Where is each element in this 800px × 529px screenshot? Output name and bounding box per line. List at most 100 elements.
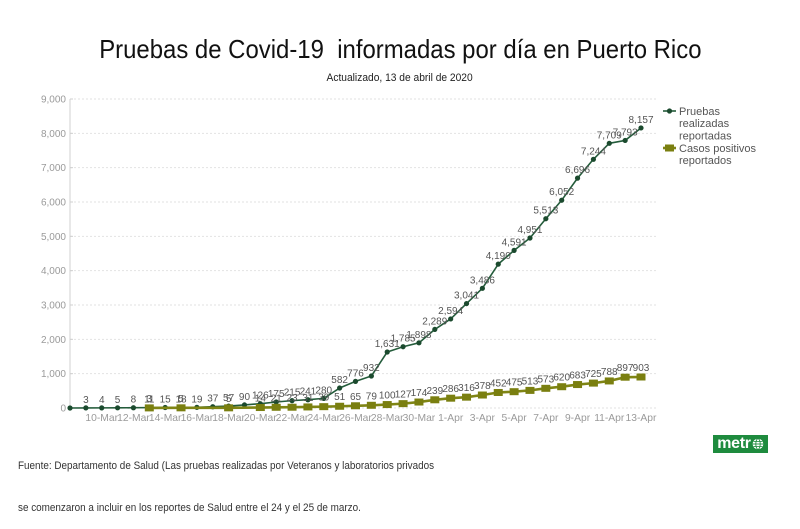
data-label-casos: 239	[426, 386, 443, 397]
data-point-casos	[255, 404, 265, 412]
data-label-casos: 51	[334, 392, 346, 403]
x-tick-label: 9-Apr	[565, 413, 591, 424]
data-point-casos	[335, 402, 345, 410]
globe-icon	[752, 438, 764, 450]
data-point-casos	[287, 403, 297, 411]
data-label-pruebas: 4	[99, 395, 105, 406]
data-point-pruebas	[638, 125, 644, 131]
data-point-pruebas	[241, 402, 248, 408]
data-point-pruebas	[83, 405, 89, 411]
data-label-casos: 316	[458, 383, 475, 394]
data-label-casos: 725	[585, 369, 602, 380]
y-tick-label: 8,000	[41, 129, 66, 140]
y-tick-label: 0	[60, 404, 66, 415]
data-label-pruebas: 932	[363, 363, 380, 374]
data-label-pruebas: 15	[160, 394, 172, 405]
x-tick-label: 20-Mar	[244, 413, 277, 424]
data-label-casos: 5	[178, 394, 184, 405]
data-label-pruebas: 8,157	[628, 115, 653, 126]
data-point-casos	[462, 393, 472, 401]
data-label-pruebas: 215	[284, 388, 301, 399]
data-label-casos: 286	[442, 384, 459, 395]
data-point-pruebas	[273, 399, 279, 405]
series-line-casos	[149, 375, 642, 410]
data-label-casos: 100	[379, 391, 396, 402]
data-label-pruebas: 241	[300, 387, 317, 398]
legend-square-marker-icon	[665, 144, 674, 152]
data-label-casos: 903	[633, 363, 650, 374]
data-point-casos	[176, 404, 186, 412]
data-point-pruebas	[99, 405, 105, 411]
data-point-casos	[319, 403, 329, 411]
data-point-pruebas	[574, 175, 581, 181]
x-tick-label: 13-Apr	[626, 413, 657, 424]
data-point-pruebas	[368, 373, 374, 379]
x-tick-label: 30-Mar	[403, 413, 436, 424]
data-label-casos: 620	[553, 373, 570, 384]
data-label-pruebas: 6,052	[549, 187, 574, 198]
data-label-pruebas: 2,289	[422, 316, 447, 327]
data-point-pruebas	[352, 378, 359, 384]
data-point-casos	[541, 384, 551, 392]
y-tick-label: 6,000	[41, 198, 66, 209]
data-point-casos	[430, 396, 440, 404]
data-label-casos: 378	[474, 381, 491, 392]
data-label-casos: 573	[537, 374, 554, 385]
data-label-casos: 65	[350, 392, 362, 403]
y-tick-label: 1,000	[41, 369, 66, 380]
data-label-casos: 127	[395, 390, 412, 401]
y-tick-label: 4,000	[41, 266, 66, 277]
x-tick-label: 24-Mar	[307, 413, 340, 424]
data-point-casos	[525, 386, 535, 394]
data-point-casos	[557, 383, 567, 391]
x-tick-label: 7-Apr	[533, 413, 559, 424]
data-label-pruebas: 5,513	[533, 206, 558, 217]
logo-text: metr	[717, 435, 751, 452]
x-tick-label: 22-Mar	[276, 413, 309, 424]
data-label-casos: 475	[506, 378, 523, 389]
x-tick-label: 1-Apr	[438, 413, 464, 424]
data-point-pruebas	[543, 216, 549, 222]
data-label-casos: 788	[601, 367, 618, 378]
data-point-casos	[509, 388, 519, 396]
x-tick-label: 3-Apr	[470, 413, 496, 424]
data-label-pruebas: 776	[347, 368, 364, 379]
data-label-pruebas: 7,244	[581, 146, 606, 157]
legend-circle-marker-icon	[666, 108, 673, 114]
data-label-casos: 897	[617, 363, 634, 374]
data-point-pruebas	[590, 156, 597, 162]
data-point-pruebas	[67, 405, 73, 411]
data-point-casos	[414, 398, 424, 406]
data-label-pruebas: 126	[252, 391, 269, 402]
data-label-casos: 79	[366, 391, 378, 402]
data-point-casos	[366, 401, 376, 409]
data-label-pruebas: 90	[239, 392, 251, 403]
data-label-pruebas: 4,190	[486, 251, 511, 262]
data-label-casos: 174	[411, 388, 428, 399]
data-point-casos	[303, 403, 313, 411]
series-line-pruebas	[69, 127, 642, 409]
data-label-casos: 14	[255, 394, 267, 405]
y-tick-label: 7,000	[41, 163, 66, 174]
data-point-pruebas	[432, 326, 438, 333]
data-label-casos: 39	[318, 393, 330, 404]
x-tick-label: 14-Mar	[149, 413, 182, 424]
data-label-pruebas: 2,594	[438, 306, 463, 317]
x-tick-label: 5-Apr	[502, 413, 528, 424]
source-line-2: se comenzaron a incluir en los reportes …	[18, 502, 361, 514]
chart-title-container: Pruebas de Covid-19 informadas por día e…	[0, 34, 800, 64]
data-point-pruebas	[448, 316, 454, 322]
data-label-casos: 513	[522, 376, 539, 387]
legend-label: Pruebas	[679, 106, 720, 118]
data-label-pruebas: 57	[223, 393, 235, 404]
data-point-pruebas	[289, 398, 295, 404]
data-label-casos: 23	[286, 393, 298, 404]
data-label-pruebas: 175	[268, 389, 285, 400]
data-label-pruebas: 11	[144, 395, 155, 406]
data-label-pruebas: 4,951	[517, 225, 542, 236]
data-label-pruebas: 8	[131, 395, 137, 406]
data-point-pruebas	[527, 235, 533, 241]
